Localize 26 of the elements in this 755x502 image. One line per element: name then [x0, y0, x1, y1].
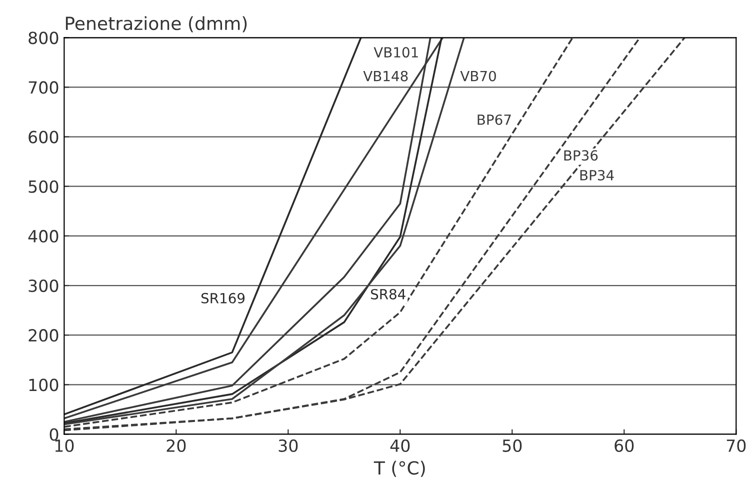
series-label: VB70 — [460, 70, 496, 82]
y-tick-label: 500 — [28, 180, 58, 193]
y-tick-label: 300 — [28, 279, 58, 292]
series-label: BP36 — [564, 150, 598, 161]
y-tick-label: 100 — [29, 378, 58, 392]
y-tick-label: 700 — [28, 81, 58, 94]
series-label: SR84 — [370, 288, 406, 300]
series-label: BP34 — [580, 170, 614, 180]
y-axis-title: Penetrazione (dmm) — [66, 16, 247, 32]
series-label: VB148 — [363, 70, 408, 82]
x-tick-label: 50 — [502, 439, 522, 452]
series-label: BP67 — [478, 114, 511, 125]
y-tick-label: 600 — [28, 130, 58, 144]
x-tick-label: 40 — [390, 439, 410, 452]
x-tick-label: 60 — [614, 439, 634, 452]
x-tick-label: 30 — [278, 439, 298, 452]
x-tick-label: 70 — [726, 439, 746, 452]
x-tick-label: 20 — [166, 439, 186, 452]
series-label: SR169 — [201, 292, 245, 304]
series-label: VB101 — [374, 47, 418, 58]
y-tick-label: 200 — [28, 329, 58, 342]
y-tick-label: 800 — [28, 32, 58, 44]
x-axis-title: T (°C) — [374, 460, 425, 477]
y-tick-label: 400 — [28, 230, 58, 243]
x-tick-label: 10 — [55, 439, 74, 452]
y-tick-label: 0 — [50, 428, 58, 441]
